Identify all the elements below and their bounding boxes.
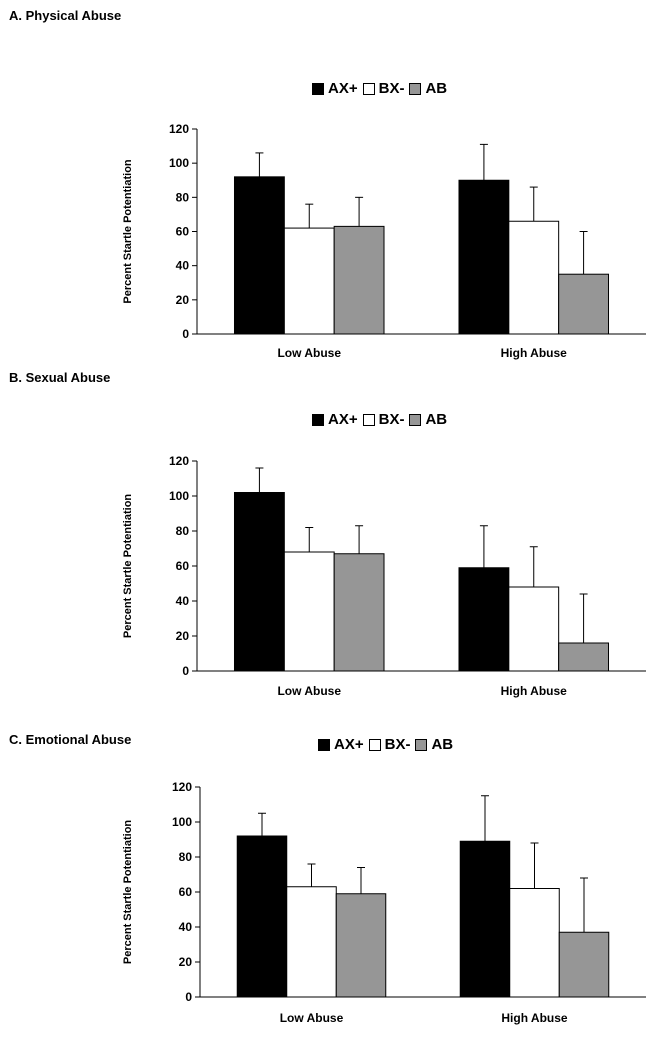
legend-label-ab: AB	[425, 80, 448, 97]
y-tick-label: 20	[176, 629, 190, 643]
bar-ax-plus	[459, 840, 511, 998]
legend-item-ax-plus: AX+	[312, 80, 358, 97]
x-category-label: Low Abuse	[280, 1011, 344, 1025]
y-tick-label: 40	[176, 259, 190, 273]
bar-bx-minus	[508, 586, 560, 672]
y-tick-label: 120	[169, 122, 189, 136]
legend-swatch-ax-plus	[312, 82, 324, 95]
bar-bx-minus	[283, 551, 335, 672]
legend-item-bx-minus: BX-	[362, 411, 405, 428]
panel-title: C. Emotional Abuse	[9, 732, 132, 747]
y-tick-label: 0	[185, 990, 192, 1004]
bar-chart-emotional-abuse: 0 20 40 60 80 100 120 Percent Startle Potentiat…	[122, 780, 646, 1025]
y-axis-title: Percent Startle Potentiation	[122, 159, 134, 304]
bar-bx-minus	[283, 227, 335, 335]
panel-title: B. Sexual Abuse	[9, 370, 111, 385]
bar-ab	[558, 931, 610, 998]
bar-ab	[333, 225, 385, 335]
legend-label-ax-plus: AX+	[334, 736, 364, 753]
legend-item-bx-minus: BX-	[368, 736, 411, 753]
legend-label-ax-plus: AX+	[328, 80, 358, 97]
y-tick-label: 80	[176, 524, 190, 538]
legend-label-bx-minus: BX-	[378, 80, 405, 97]
legend-item-ab: AB	[409, 80, 447, 97]
legend-swatch-ab	[409, 82, 422, 95]
x-category-label: Low Abuse	[277, 684, 341, 698]
y-tick-label: 100	[169, 489, 189, 503]
panel-title: A. Physical Abuse	[9, 8, 122, 23]
y-tick-label: 100	[169, 156, 189, 170]
legend-item-ax-plus: AX+	[312, 411, 358, 428]
bar-ab	[558, 273, 610, 335]
bar-bx-minus	[286, 886, 337, 998]
y-tick-label: 60	[176, 225, 190, 239]
x-category-label: High Abuse	[501, 684, 568, 698]
legend-item-ax-plus: AX+	[318, 736, 364, 753]
legend-label-ab: AB	[425, 411, 448, 428]
legend-item-ab: AB	[409, 411, 447, 428]
bar-ab	[333, 553, 385, 672]
legend-swatch-bx-minus	[368, 738, 381, 751]
legend-label-bx-minus: BX-	[378, 411, 405, 428]
bar-bx-minus	[509, 888, 560, 998]
legend-label-bx-minus: BX-	[384, 736, 411, 753]
legend-item-bx-minus: BX-	[362, 80, 405, 97]
x-category-label: Low Abuse	[277, 346, 341, 360]
bar-ax-plus	[233, 492, 285, 672]
y-tick-label: 60	[176, 559, 190, 573]
y-tick-label: 40	[176, 594, 190, 608]
y-tick-label: 20	[179, 955, 193, 969]
y-tick-label: 80	[176, 190, 190, 204]
y-tick-label: 120	[172, 780, 192, 794]
bar-chart-sexual-abuse: 0 20 40 60 80 100 120 Percent Startle Potentiat…	[122, 454, 646, 698]
y-tick-label: 100	[172, 815, 192, 829]
bar-bx-minus	[508, 220, 560, 335]
bar-ax-plus	[236, 835, 288, 998]
chart-panel-emotional-abuse: C. Emotional Abuse AX+ BX- AB 0 20 40 60 80 1…	[0, 724, 669, 1050]
y-tick-label: 0	[182, 327, 189, 341]
legend: AX+ BX- AB	[312, 411, 452, 428]
x-category-label: High Abuse	[501, 1011, 568, 1025]
legend-swatch-ab	[415, 738, 428, 751]
x-category-label: High Abuse	[501, 346, 568, 360]
y-tick-label: 120	[169, 454, 189, 468]
bar-ax-plus	[458, 567, 510, 672]
y-tick-label: 40	[179, 920, 193, 934]
bar-ab	[335, 893, 387, 998]
bar-chart-physical-abuse: 0 20 40 60 80 100 120 Percent Startle Potentiat…	[122, 122, 646, 360]
y-tick-label: 60	[179, 885, 193, 899]
bar-ax-plus	[233, 176, 285, 335]
legend-swatch-ab	[409, 413, 422, 426]
legend-item-ab: AB	[415, 736, 453, 753]
legend-swatch-ax-plus	[318, 738, 330, 751]
y-tick-label: 0	[182, 664, 189, 678]
y-tick-label: 20	[176, 293, 190, 307]
chart-panel-physical-abuse: A. Physical Abuse AX+ BX- AB 0 20 40 60 80 10…	[0, 0, 669, 360]
y-axis-title: Percent Startle Potentiation	[122, 494, 134, 639]
y-tick-label: 80	[179, 850, 193, 864]
bar-ab	[558, 642, 610, 672]
legend-swatch-ax-plus	[312, 413, 324, 426]
legend: AX+ BX- AB	[318, 736, 458, 753]
legend-label-ab: AB	[431, 736, 454, 753]
legend-swatch-bx-minus	[362, 82, 375, 95]
y-axis-title: Percent Startle Potentiation	[122, 820, 134, 965]
legend: AX+ BX- AB	[312, 80, 452, 97]
legend-label-ax-plus: AX+	[328, 411, 358, 428]
bar-ax-plus	[458, 179, 510, 335]
legend-swatch-bx-minus	[362, 413, 375, 426]
chart-panel-sexual-abuse: B. Sexual Abuse AX+ BX- AB 0 20 40 60 80 100 1…	[0, 362, 669, 722]
